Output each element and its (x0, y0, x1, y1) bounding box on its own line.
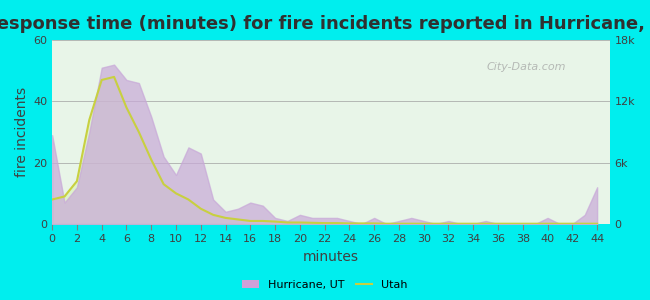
Y-axis label: fire incidents: fire incidents (15, 87, 29, 177)
Text: City-Data.com: City-Data.com (487, 62, 566, 72)
Legend: Hurricane, UT, Utah: Hurricane, UT, Utah (238, 275, 412, 294)
Title: Response time (minutes) for fire incidents reported in Hurricane, UT: Response time (minutes) for fire inciden… (0, 15, 650, 33)
X-axis label: minutes: minutes (303, 250, 359, 264)
